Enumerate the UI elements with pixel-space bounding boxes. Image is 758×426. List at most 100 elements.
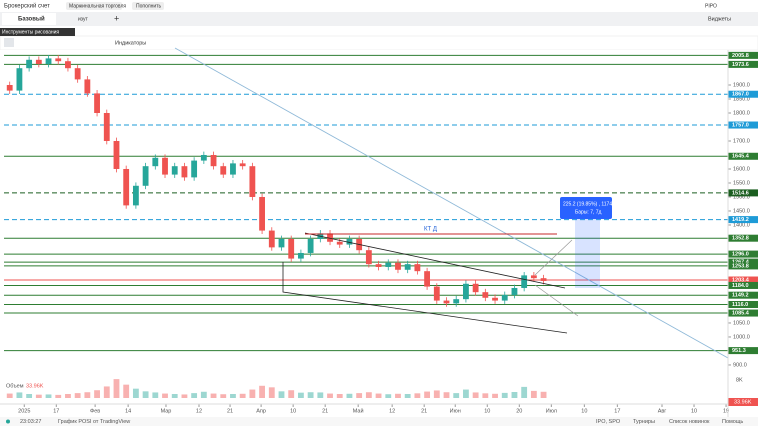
volume-bar	[220, 394, 227, 398]
candle-body	[521, 275, 528, 288]
tournaments-link[interactable]: Турниры	[633, 419, 655, 425]
candle-body	[327, 233, 333, 242]
help-link[interactable]: Помощь	[722, 419, 743, 425]
level-label: 1757.0	[732, 122, 749, 128]
volume-bar	[249, 389, 256, 398]
candle-body	[210, 154, 217, 167]
x-tick-label: Май	[353, 407, 364, 414]
trend-line[interactable]	[174, 47, 729, 359]
list-link[interactable]: Список новинок	[669, 419, 710, 425]
widgets-button[interactable]: Виджеты	[708, 16, 731, 22]
volume-bar	[132, 388, 139, 398]
level-tag	[728, 234, 758, 242]
level-tag	[728, 258, 758, 266]
candle-body	[6, 84, 13, 91]
volume-bar	[530, 390, 537, 398]
x-tick-label: 2025	[18, 408, 30, 414]
source[interactable]: График POSI от TradingView	[58, 419, 130, 425]
channel[interactable]	[282, 232, 568, 334]
volume-bar	[152, 392, 159, 398]
x-tick-label: 21	[421, 408, 427, 414]
level-label: 1203.4	[732, 277, 750, 283]
y-tick-label: 1600.0	[733, 166, 750, 172]
candle-body	[259, 196, 265, 231]
tab[interactable]: изут	[78, 16, 89, 22]
candle-body	[35, 59, 42, 64]
clock: 23:03:27	[20, 419, 41, 425]
forecast-arrows	[534, 239, 579, 317]
volume-bar	[317, 392, 324, 398]
volume-bar	[375, 393, 382, 398]
margin-label: Маржинальная торговля	[69, 3, 126, 9]
volume-value: 33.96K	[26, 383, 44, 389]
level-label: 1149.2	[732, 293, 749, 299]
volume-bar	[84, 392, 91, 398]
volume-bar	[521, 386, 528, 398]
candle-body	[346, 238, 353, 245]
tooltip-text: Инструменты рисования	[2, 29, 59, 35]
footer	[0, 417, 758, 426]
x-tick-label: 10	[484, 408, 490, 414]
volume-bar	[230, 394, 236, 398]
x-tick-label: Апр	[256, 408, 266, 414]
candle-body	[220, 166, 227, 175]
x-tick-label: Июн	[450, 408, 461, 414]
add-tab[interactable]: +	[114, 13, 119, 23]
tab[interactable]: Базовый	[18, 16, 45, 23]
volume-bar	[346, 393, 353, 398]
account-menu[interactable]: Брокерский счет	[4, 3, 50, 10]
y-tick-label: 1450.0	[733, 208, 750, 214]
volume-bar	[297, 392, 304, 398]
volume-bar	[191, 393, 198, 398]
candle-body	[171, 166, 178, 175]
level-tag	[728, 250, 758, 258]
level-tag	[728, 262, 758, 270]
measure-bars: Бары: 7, 7д	[575, 209, 602, 215]
candle-body	[482, 292, 489, 298]
volume-bar	[424, 391, 431, 398]
candle-body	[336, 241, 343, 245]
volume-bar	[210, 393, 217, 398]
level-label: 1116.0	[732, 302, 748, 308]
candle-body	[288, 238, 295, 259]
candle-body	[230, 163, 236, 175]
level-label: 1296.0	[732, 252, 749, 258]
candle-body	[16, 68, 23, 91]
level-tag	[728, 281, 758, 289]
volume-bar	[492, 393, 498, 398]
volume-bar	[103, 386, 110, 398]
draw-tool-button[interactable]	[4, 38, 14, 47]
candle-body	[123, 168, 130, 206]
volume-bar	[356, 393, 363, 398]
tabs-bar	[0, 12, 758, 26]
candle-body	[74, 68, 81, 80]
volume-bar	[45, 394, 52, 398]
candle-body	[45, 58, 52, 64]
candle-body	[162, 157, 168, 175]
volume-bar	[404, 394, 411, 398]
candle-body	[152, 157, 159, 167]
level-label: 1867.0	[732, 92, 749, 98]
level-tag	[728, 152, 758, 160]
topup-button[interactable]	[132, 2, 164, 10]
tab-active[interactable]	[2, 13, 56, 25]
indicators-button[interactable]: Индикаторы	[115, 40, 146, 46]
volume-bar	[307, 392, 314, 398]
ipo-link[interactable]: IPO, SPO	[596, 419, 621, 425]
margin-button[interactable]	[66, 2, 122, 10]
volume-bar	[268, 387, 275, 398]
level-tag	[728, 276, 758, 284]
x-tick-label: 17	[53, 408, 59, 414]
volume-bar	[162, 393, 168, 398]
pro-badge[interactable]: PIPO	[705, 3, 717, 9]
x-tick-label: 12	[196, 408, 202, 414]
volume-bar	[113, 379, 120, 398]
level-tag	[728, 291, 758, 299]
candle-body	[404, 264, 411, 270]
measure-box	[560, 197, 612, 219]
volume-bar	[123, 384, 130, 398]
level-label: 1352.8	[732, 236, 749, 242]
candle-body	[239, 163, 246, 167]
candle-body	[443, 300, 450, 304]
